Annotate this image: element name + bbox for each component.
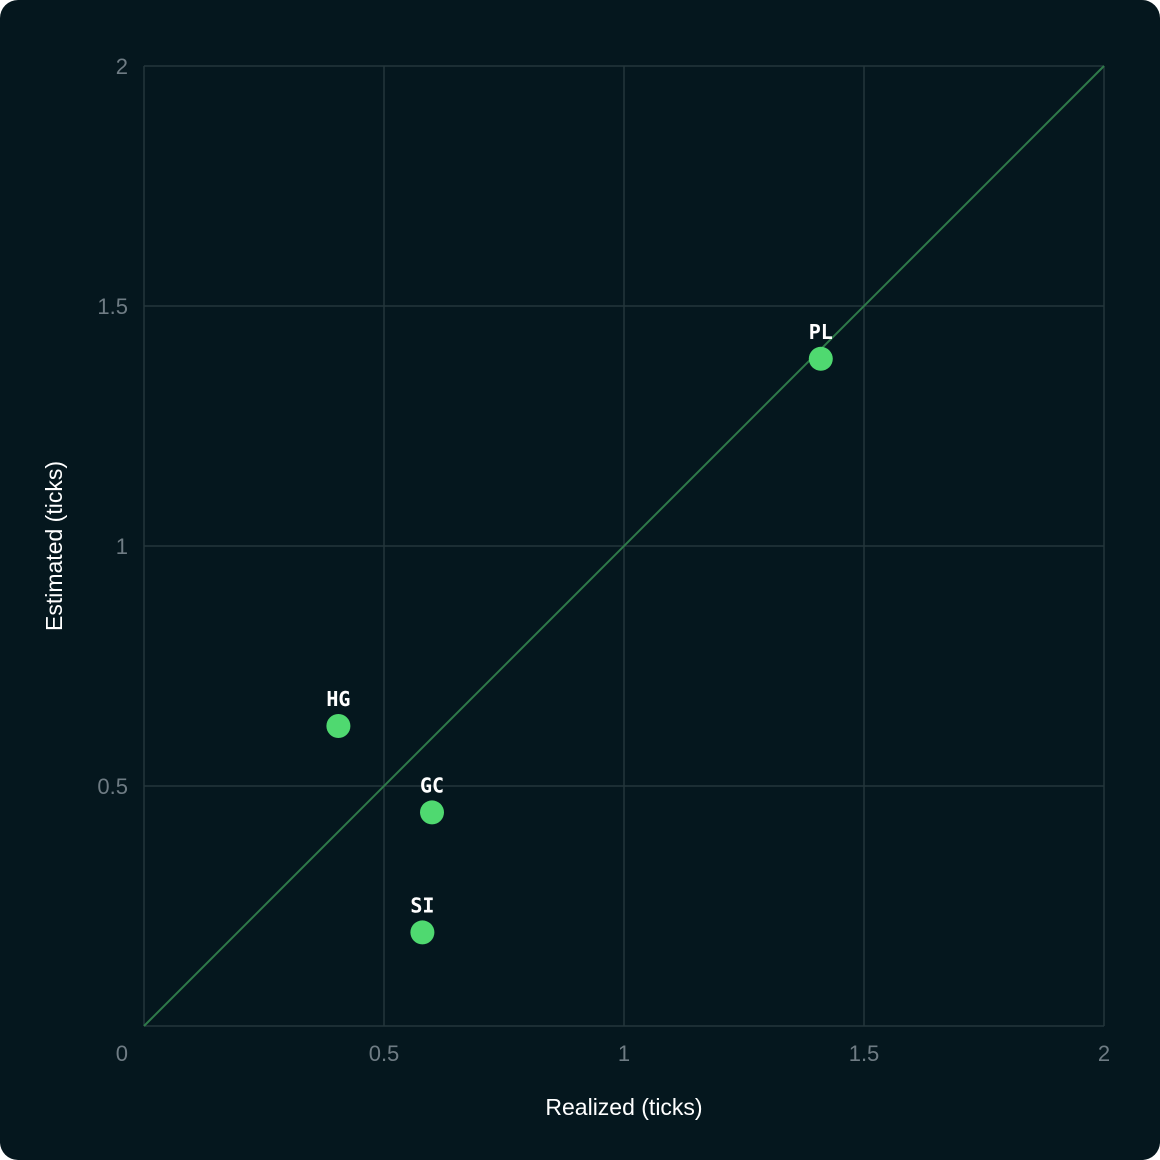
data-label-si: SI [410,893,434,917]
y-tick-labels: 0.5 1 1.5 2 [97,54,128,799]
x-tick-labels: 0 0.5 1 1.5 2 [116,1041,1110,1066]
data-point-si [410,920,435,945]
data-point-hg [326,714,351,738]
reference-diagonal [143,65,1105,1027]
x-tick-label: 2 [1098,1041,1110,1066]
x-tick-label: 0.5 [369,1041,400,1066]
y-tick-label: 1 [116,534,128,559]
y-tick-label: 0.5 [97,774,128,799]
data-point-pl [808,346,833,371]
data-point-gc [420,800,444,825]
data-label-pl: PL [809,320,833,344]
data-label-hg: HG [326,687,350,711]
x-axis-title: Realized (ticks) [545,1094,702,1120]
x-tick-label: 1.5 [849,1041,880,1066]
diagonal-line [143,65,1105,1027]
y-axis-title: Estimated (ticks) [41,461,67,631]
y-tick-label: 1.5 [97,294,128,319]
x-tick-label: 1 [618,1041,630,1066]
data-label-gc: GC [420,773,444,797]
x-tick-label: 0 [116,1041,128,1066]
y-tick-label: 2 [116,54,128,79]
data-points: PL HG GC SI [326,320,833,945]
